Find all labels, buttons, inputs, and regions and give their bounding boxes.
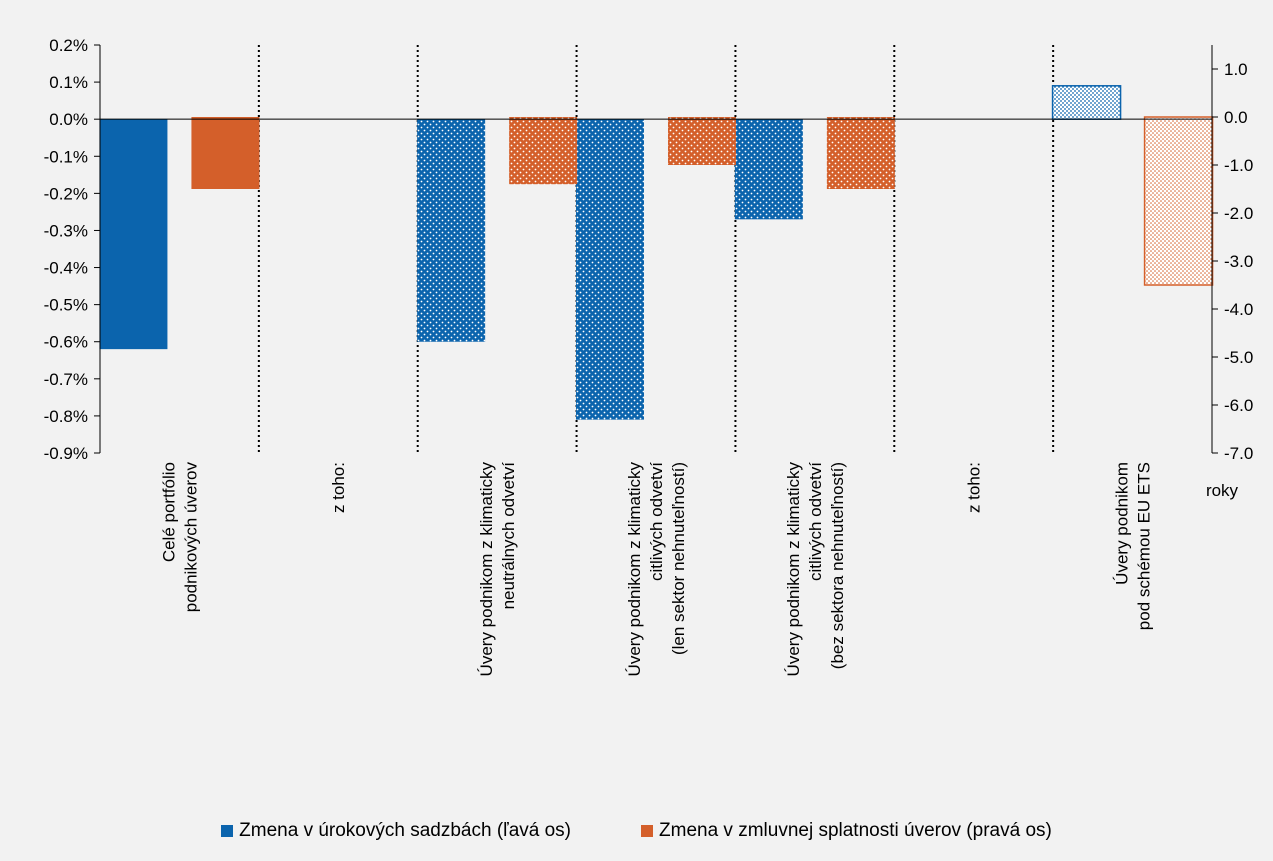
- left-tick-label: 0.1%: [49, 73, 88, 92]
- category-labels: Celé portfólio podnikových úverov z toho: Ú…: [159, 462, 1153, 677]
- category-label-line: z toho:: [329, 462, 348, 513]
- bar-maturity: [191, 117, 259, 189]
- category-label-line: (len sektor nehnuteľností): [669, 462, 688, 655]
- bar-interest-rate: [99, 119, 167, 349]
- category-label: Úvery podnikom pod schémou EU ETS: [1113, 462, 1154, 630]
- right-tick-label: 1.0: [1224, 60, 1248, 79]
- category-separators: [259, 45, 1053, 453]
- category-label-line: citlivých odvetví: [806, 462, 825, 581]
- bar-chart: 0.2% 0.1% 0.0% -0.1% -0.2% -0.3% -0.4% -0.5% -0.…: [0, 0, 1273, 815]
- category-label-line: Celé portfólio: [159, 462, 178, 562]
- axes: [100, 45, 1212, 453]
- left-tick-label: -0.8%: [44, 407, 88, 426]
- right-tick-label: -2.0: [1224, 204, 1253, 223]
- category-label: z toho:: [329, 462, 348, 513]
- left-tick-label: -0.1%: [44, 147, 88, 166]
- left-tick-label: -0.7%: [44, 370, 88, 389]
- left-tick-label: -0.6%: [44, 333, 88, 352]
- legend-swatch-orange: [641, 825, 653, 837]
- right-tick-label: -7.0: [1224, 444, 1253, 463]
- legend-label-maturity: Zmena v zmluvnej splatnosti úverov (prav…: [659, 820, 1052, 842]
- bar-interest-rate: [1053, 86, 1121, 119]
- right-tick-label: -4.0: [1224, 300, 1253, 319]
- right-tick-label: -5.0: [1224, 348, 1253, 367]
- legend-item-interest-rates: Zmena v úrokových sadzbách (ľavá os): [221, 820, 571, 842]
- category-label-line: Úvery podnikom z klimaticky: [625, 462, 644, 677]
- right-tick-label: 0.0: [1224, 108, 1248, 127]
- right-tick-label: -1.0: [1224, 156, 1253, 175]
- bars: [99, 86, 1212, 420]
- left-tick-label: 0.0%: [49, 110, 88, 129]
- left-tick-label: -0.5%: [44, 296, 88, 315]
- right-tick-label: -6.0: [1224, 396, 1253, 415]
- left-tick-label: -0.4%: [44, 259, 88, 278]
- category-label-line: (bez sektora nehnuteľností): [828, 462, 847, 669]
- bar-maturity: [1145, 117, 1213, 285]
- legend-swatch-blue: [221, 825, 233, 837]
- category-label-line: z toho:: [965, 462, 984, 513]
- right-tick-label: -3.0: [1224, 252, 1253, 271]
- category-label-line: podnikových úverov: [181, 462, 200, 613]
- left-tick-label: -0.2%: [44, 184, 88, 203]
- category-label-line: citlivých odvetví: [647, 462, 666, 581]
- category-label-line: Úvery podnikom z klimaticky: [477, 462, 496, 677]
- legend-item-maturity: Zmena v zmluvnej splatnosti úverov (prav…: [641, 820, 1052, 842]
- category-label: Úvery podnikom z klimaticky citlivých odv…: [784, 462, 847, 677]
- legend: Zmena v úrokových sadzbách (ľavá os) Zme…: [0, 820, 1273, 842]
- bar-maturity: [509, 117, 577, 184]
- left-tick-label: -0.9%: [44, 444, 88, 463]
- left-tick-label: 0.2%: [49, 36, 88, 55]
- bar-maturity: [827, 117, 895, 189]
- category-label-line: neutrálnych odvetví: [499, 462, 518, 610]
- legend-label-interest-rates: Zmena v úrokových sadzbách (ľavá os): [239, 820, 571, 842]
- category-label: z toho:: [965, 462, 984, 513]
- bar-maturity: [668, 117, 736, 165]
- category-label: Úvery podnikom z klimaticky citlivých odv…: [625, 462, 688, 677]
- bar-interest-rate: [576, 119, 644, 419]
- left-tick-label: -0.3%: [44, 221, 88, 240]
- category-label-line: Úvery podnikom: [1113, 462, 1132, 585]
- left-axis-ticks: 0.2% 0.1% 0.0% -0.1% -0.2% -0.3% -0.4% -0.5% -0.…: [44, 36, 100, 463]
- category-label: Úvery podnikom z klimaticky neutrálnych o…: [477, 462, 518, 677]
- category-label: Celé portfólio podnikových úverov: [159, 462, 200, 613]
- bar-interest-rate: [417, 119, 485, 342]
- right-axis-unit-label: roky: [1206, 481, 1239, 500]
- right-axis-ticks: 1.0 0.0 -1.0 -2.0 -3.0 -4.0 -5.0 -6.0 -7.0: [1212, 60, 1253, 463]
- bar-interest-rate: [735, 119, 803, 219]
- category-label-line: Úvery podnikom z klimaticky: [784, 462, 803, 677]
- category-label-line: pod schémou EU ETS: [1135, 462, 1154, 630]
